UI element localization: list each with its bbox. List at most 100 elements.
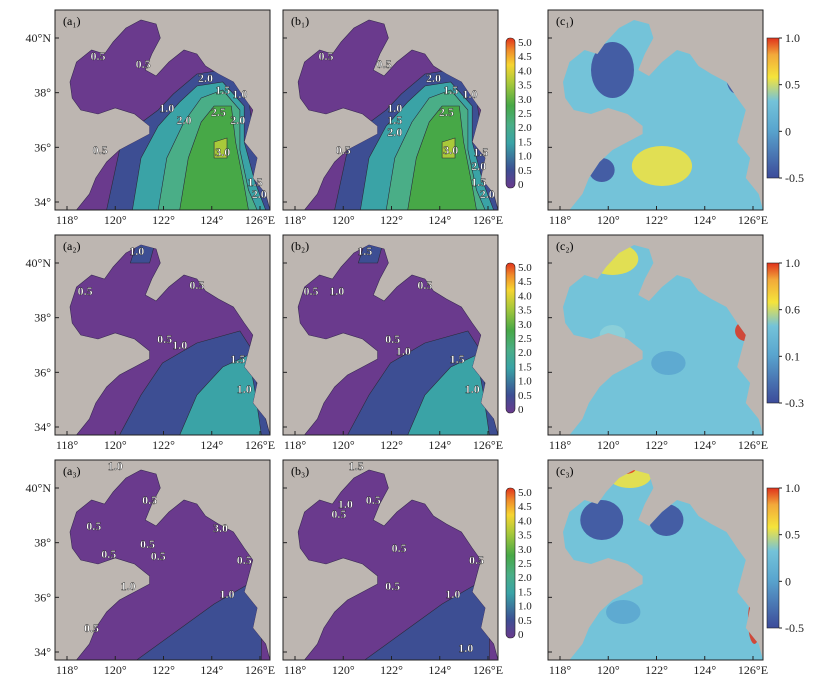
contour-label: 2.0 <box>230 113 245 127</box>
panel-frame <box>54 9 271 211</box>
colorbar-main-label: 2.0 <box>518 122 532 134</box>
colorbar-main-bar <box>505 37 516 189</box>
lat-tick-label: 34° <box>34 420 51 434</box>
map-panel-c2: (c₂) 118° 120° 122° 124° 126°E <box>547 234 768 452</box>
colorbar-main-label: 2.5 <box>518 558 532 570</box>
panel-frame <box>547 234 764 436</box>
contour-label: 0.5 <box>392 541 407 555</box>
lon-tick-label: 120° <box>597 663 620 677</box>
contour-label: 1.5 <box>349 459 364 473</box>
contour-label: 0.5 <box>469 553 484 567</box>
lon-tick-label: 122° <box>152 663 175 677</box>
colorbar-diff-bar <box>766 487 780 629</box>
lon-tick-label: 124° <box>200 213 223 227</box>
map-panel-c3: (c₃) 118° 120° 122° 124° 126°E <box>547 459 768 677</box>
lon-tick-label: 126°E <box>738 663 768 677</box>
panel-label: (b₂) <box>291 239 309 253</box>
contour-label: 2.5 <box>211 105 226 119</box>
lon-tick-label: 120° <box>332 663 355 677</box>
colorbar-diff-bar <box>766 37 780 179</box>
contour-zone <box>213 137 228 159</box>
lon-tick-label: 122° <box>380 213 403 227</box>
contour-label: 2.0 <box>387 125 402 139</box>
lat-tick-label: 36° <box>34 590 51 604</box>
panel-frame <box>282 9 499 211</box>
contour-label: 0.5 <box>84 621 99 635</box>
colorbar-main-label: 5.0 <box>518 262 532 274</box>
contour-label: 0.5 <box>331 507 346 521</box>
lon-tick-label: 126°E <box>473 213 503 227</box>
contour-label: 0.5 <box>417 278 432 292</box>
panel-label: (c₂) <box>556 239 574 253</box>
contour-label: 1.0 <box>463 87 478 101</box>
contour-label: 0.5 <box>93 143 108 157</box>
contour-label: 0.5 <box>385 579 400 593</box>
lon-tick-label: 126°E <box>473 438 503 452</box>
lon-tick-label: 122° <box>380 438 403 452</box>
colorbar-diff-label: 0.6 <box>785 303 800 317</box>
colorbar-main-label: 1.5 <box>518 586 532 598</box>
colorbar-main-label: 4.0 <box>518 290 532 302</box>
colorbar-diff: 1.0 0.6 0.1 -0.3 <box>766 256 804 410</box>
contour-label: 0.5 <box>101 547 116 561</box>
contour-label: 1.5 <box>471 175 486 189</box>
colorbar-main: 5.0 4.5 4.0 3.5 3.0 2.5 2.0 1.5 1.0 0.5 0 <box>505 37 532 191</box>
lon-tick-label: 124° <box>428 213 451 227</box>
contour-label: 0.5 <box>91 49 106 63</box>
contour-label: 2.5 <box>439 105 454 119</box>
difference-blob <box>631 146 693 186</box>
contour-label: 0.5 <box>140 537 155 551</box>
contour-label: 1.0 <box>338 497 353 511</box>
map-panel-b2: 1.50.5 1.0 0.50.51.01.51.0(b₂)118° 120° 122°… <box>282 234 503 452</box>
colorbar-main-label: 0.5 <box>518 390 532 402</box>
map-panel-a2: 1.00.5 0.50.5 1.01.51.0(a₂)118° 120° 122° 124… <box>26 234 275 452</box>
colorbar-main: 5.0 4.5 4.0 3.5 3.0 2.5 2.0 1.5 1.0 0.5 0 <box>505 487 532 641</box>
lon-tick-label: 126°E <box>473 663 503 677</box>
colorbar-main-label: 3.5 <box>518 530 532 542</box>
contour-fill <box>106 69 270 210</box>
contour-label: 0.5 <box>377 57 392 71</box>
colorbar-diff-label: 0 <box>785 124 791 138</box>
lon-tick-label: 124° <box>693 663 716 677</box>
map-panel-b3: 1.50.51.00.50.50.50.51.01.0(b₃)118° 120° 1… <box>282 459 503 677</box>
colorbar-main-bar <box>505 262 516 414</box>
contour-label: 0.5 <box>136 57 151 71</box>
contour-fill <box>118 245 270 435</box>
lon-tick-label: 120° <box>104 438 127 452</box>
colorbar-main-label: 4.0 <box>518 515 532 527</box>
lon-tick-label: 122° <box>645 213 668 227</box>
contour-label: 1.0 <box>159 101 174 115</box>
contour-label: 1.0 <box>445 587 460 601</box>
lon-tick-label: 126°E <box>738 438 768 452</box>
lon-tick-label: 118° <box>284 663 307 677</box>
contour-label: 0.5 <box>336 143 351 157</box>
lon-tick-label: 118° <box>549 213 572 227</box>
colorbar-main: 5.0 4.5 4.0 3.5 3.0 2.5 2.0 1.5 1.0 0.5 0 <box>505 262 532 416</box>
contour-label: 1.5 <box>357 244 372 258</box>
lat-tick-label: 40°N <box>26 31 52 45</box>
lat-tick-label: 36° <box>34 140 51 154</box>
lat-tick-label: 38° <box>34 536 51 550</box>
colorbar-main-label: 0 <box>518 629 524 641</box>
panel-label: (c₃) <box>556 464 574 478</box>
colorbar-diff-label: 1.0 <box>785 256 800 270</box>
colorbar-diff-label: 0.5 <box>785 78 800 92</box>
contour-label: 2.0 <box>471 159 486 173</box>
lon-tick-label: 122° <box>645 663 668 677</box>
contour-label: 1.5 <box>247 175 262 189</box>
contour-label: 0.5 <box>157 332 172 346</box>
lat-tick-label: 38° <box>34 86 51 100</box>
lat-tick-label: 34° <box>34 645 51 659</box>
colorbar-main-label: 4.5 <box>518 51 532 63</box>
contour-label: 3.0 <box>443 143 458 157</box>
panel-frame <box>547 459 764 661</box>
contour-label: 1.5 <box>443 83 458 97</box>
lon-tick-label: 118° <box>56 663 79 677</box>
contour-label: 1.5 <box>450 352 465 366</box>
panel-frame <box>547 9 764 211</box>
contour-fill <box>346 245 498 435</box>
colorbar-main-label: 3.5 <box>518 80 532 92</box>
contour-label: 0.5 <box>86 519 101 533</box>
colorbar-main-label: 2.5 <box>518 333 532 345</box>
colorbar-diff: 1.0 0.5 0 -0.5 <box>766 481 804 635</box>
